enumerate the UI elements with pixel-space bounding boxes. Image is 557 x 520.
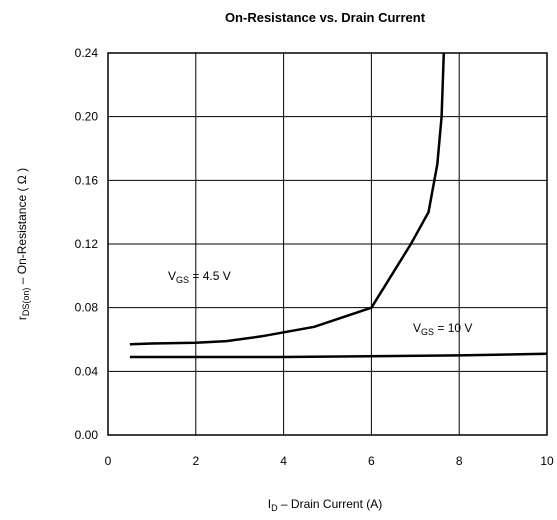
- label-part: GS: [421, 327, 434, 337]
- plot-frame: [107, 52, 548, 436]
- series-line: [129, 352, 548, 359]
- x-tick-label: 2: [192, 454, 199, 468]
- label-part: – Drain Current (A): [278, 497, 383, 511]
- y-tick-label: 0.12: [75, 237, 99, 251]
- label-part: V: [168, 269, 176, 283]
- label-part: GS: [176, 275, 189, 285]
- label-part: = 10 V: [434, 321, 472, 335]
- y-tick-label: 0.16: [75, 173, 99, 187]
- label-part: DS(on): [21, 288, 31, 317]
- y-tick-label: 0.04: [75, 364, 99, 378]
- x-tick-label: 6: [368, 454, 375, 468]
- label-part: I: [268, 497, 271, 511]
- series-label: VGS = 4.5 V: [168, 269, 231, 285]
- label-part: = 4.5 V: [189, 269, 231, 283]
- x-axis-label: ID – Drain Current (A): [268, 497, 383, 513]
- x-tick-label: 4: [280, 454, 287, 468]
- x-tick-label: 0: [105, 454, 112, 468]
- chart-title: On-Resistance vs. Drain Current: [225, 10, 426, 25]
- y-tick-label: 0.24: [75, 46, 99, 60]
- y-tick-label: 0.20: [75, 110, 99, 124]
- x-tick-label: 8: [456, 454, 463, 468]
- x-tick-label: 10: [540, 454, 554, 468]
- series-label: VGS = 10 V: [413, 321, 472, 337]
- series-line: [129, 52, 446, 346]
- y-tick-label: 0.08: [75, 301, 99, 315]
- label-part: D: [271, 503, 278, 513]
- y-axis-label: rDS(on) – On-Resistance ( Ω ): [15, 168, 31, 320]
- label-part: V: [413, 321, 421, 335]
- label-part: r: [15, 316, 29, 320]
- y-tick-label: 0.00: [75, 428, 99, 442]
- label-part: – On-Resistance ( Ω ): [15, 168, 29, 288]
